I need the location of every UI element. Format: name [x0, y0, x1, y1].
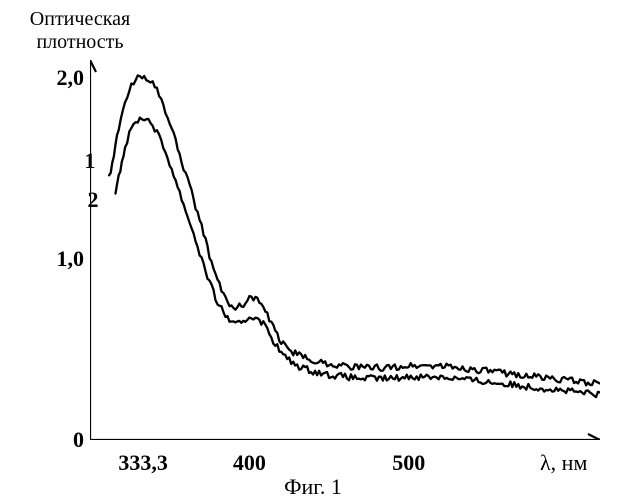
x-tick-1: 400 [233, 450, 266, 476]
y-axis-title: Оптическая плотность [20, 8, 140, 54]
y-tick-0: 0 [36, 427, 84, 453]
plot-area [90, 60, 600, 440]
figure: Оптическая плотность 0 1,0 2,0 333,3 400… [0, 0, 626, 500]
x-tick-0: 333,3 [118, 450, 168, 476]
y-axis-title-line1: Оптическая [30, 8, 130, 30]
y-axis-title-line2: плотность [36, 31, 123, 53]
x-tick-2: 500 [392, 450, 425, 476]
plot-svg [90, 60, 600, 440]
y-tick-2: 2,0 [36, 65, 84, 91]
x-axis-title: λ, нм [540, 450, 587, 476]
y-tick-1: 1,0 [36, 246, 84, 272]
figure-caption: Фиг. 1 [284, 474, 342, 500]
